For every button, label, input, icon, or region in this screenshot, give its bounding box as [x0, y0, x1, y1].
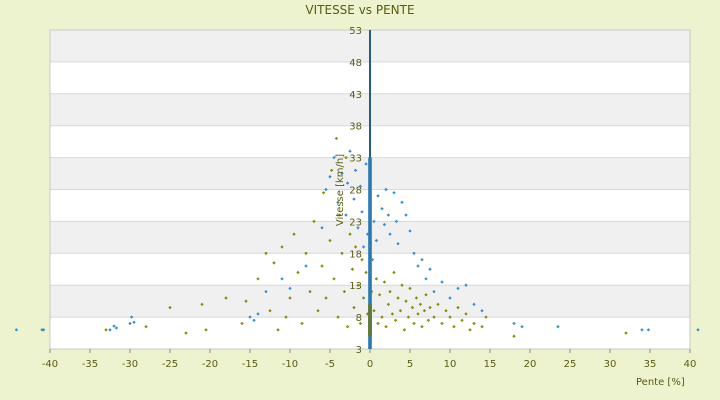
x-tick-label: 5 — [407, 359, 413, 370]
x-tick-label: -30 — [122, 359, 138, 370]
x-tick-label: -25 — [162, 359, 178, 370]
x-tick-label: -40 — [42, 359, 58, 370]
x-tick-label: 20 — [524, 359, 537, 370]
data-point — [129, 315, 134, 319]
data-point — [114, 326, 119, 330]
data-point — [108, 328, 112, 332]
x-tick-label: 0 — [367, 359, 373, 370]
data-point — [556, 324, 560, 329]
y-tick-label: 8 — [356, 313, 362, 324]
data-point — [104, 328, 108, 332]
x-tick-label: -5 — [325, 359, 335, 370]
y-axis-label: Vitesse [km/h] — [335, 154, 346, 226]
chart-title: VITESSE vs PENTE — [305, 3, 414, 17]
data-point — [374, 238, 379, 243]
data-point — [334, 136, 339, 141]
data-point — [382, 222, 387, 227]
data-point — [252, 318, 256, 322]
data-point — [244, 299, 248, 303]
x-tick-label: -15 — [242, 359, 258, 370]
y-tick-label: 13 — [349, 281, 362, 292]
y-tick-label: 48 — [349, 58, 362, 69]
data-point — [184, 331, 188, 335]
data-point — [128, 321, 132, 326]
y-tick-label: 38 — [349, 122, 362, 133]
x-axis-label: Pente [%] — [636, 377, 685, 388]
data-point — [248, 315, 252, 319]
data-point — [520, 324, 524, 329]
data-point — [512, 321, 516, 326]
data-point — [696, 328, 700, 332]
data-point — [358, 184, 363, 189]
y-tick-label: 3 — [356, 345, 362, 356]
data-point — [132, 320, 136, 324]
data-point — [240, 321, 244, 326]
x-tick-label: -35 — [82, 359, 98, 370]
data-point — [41, 328, 46, 332]
x-tick-label: 10 — [444, 359, 457, 370]
x-tick-label: -20 — [202, 359, 218, 370]
x-tick-label: 40 — [684, 359, 697, 370]
y-tick-label: 33 — [349, 154, 362, 165]
x-tick-label: -10 — [282, 359, 298, 370]
y-tick-label: 53 — [349, 26, 362, 37]
x-tick-label: 25 — [564, 359, 577, 370]
x-tick-label: 30 — [604, 359, 617, 370]
y-tick-label: 28 — [349, 186, 362, 197]
y-tick-label: 18 — [349, 249, 362, 260]
data-point — [204, 328, 208, 332]
y-tick-label: 43 — [349, 90, 362, 101]
data-point — [200, 302, 204, 307]
data-point — [144, 324, 148, 329]
data-point — [224, 296, 228, 300]
data-point — [168, 305, 172, 310]
data-point — [394, 219, 399, 224]
x-tick-label: 35 — [644, 359, 657, 370]
data-point — [14, 328, 19, 332]
x-tick-label: 15 — [484, 359, 497, 370]
data-point — [386, 213, 391, 217]
y-tick-label: 23 — [349, 217, 362, 228]
